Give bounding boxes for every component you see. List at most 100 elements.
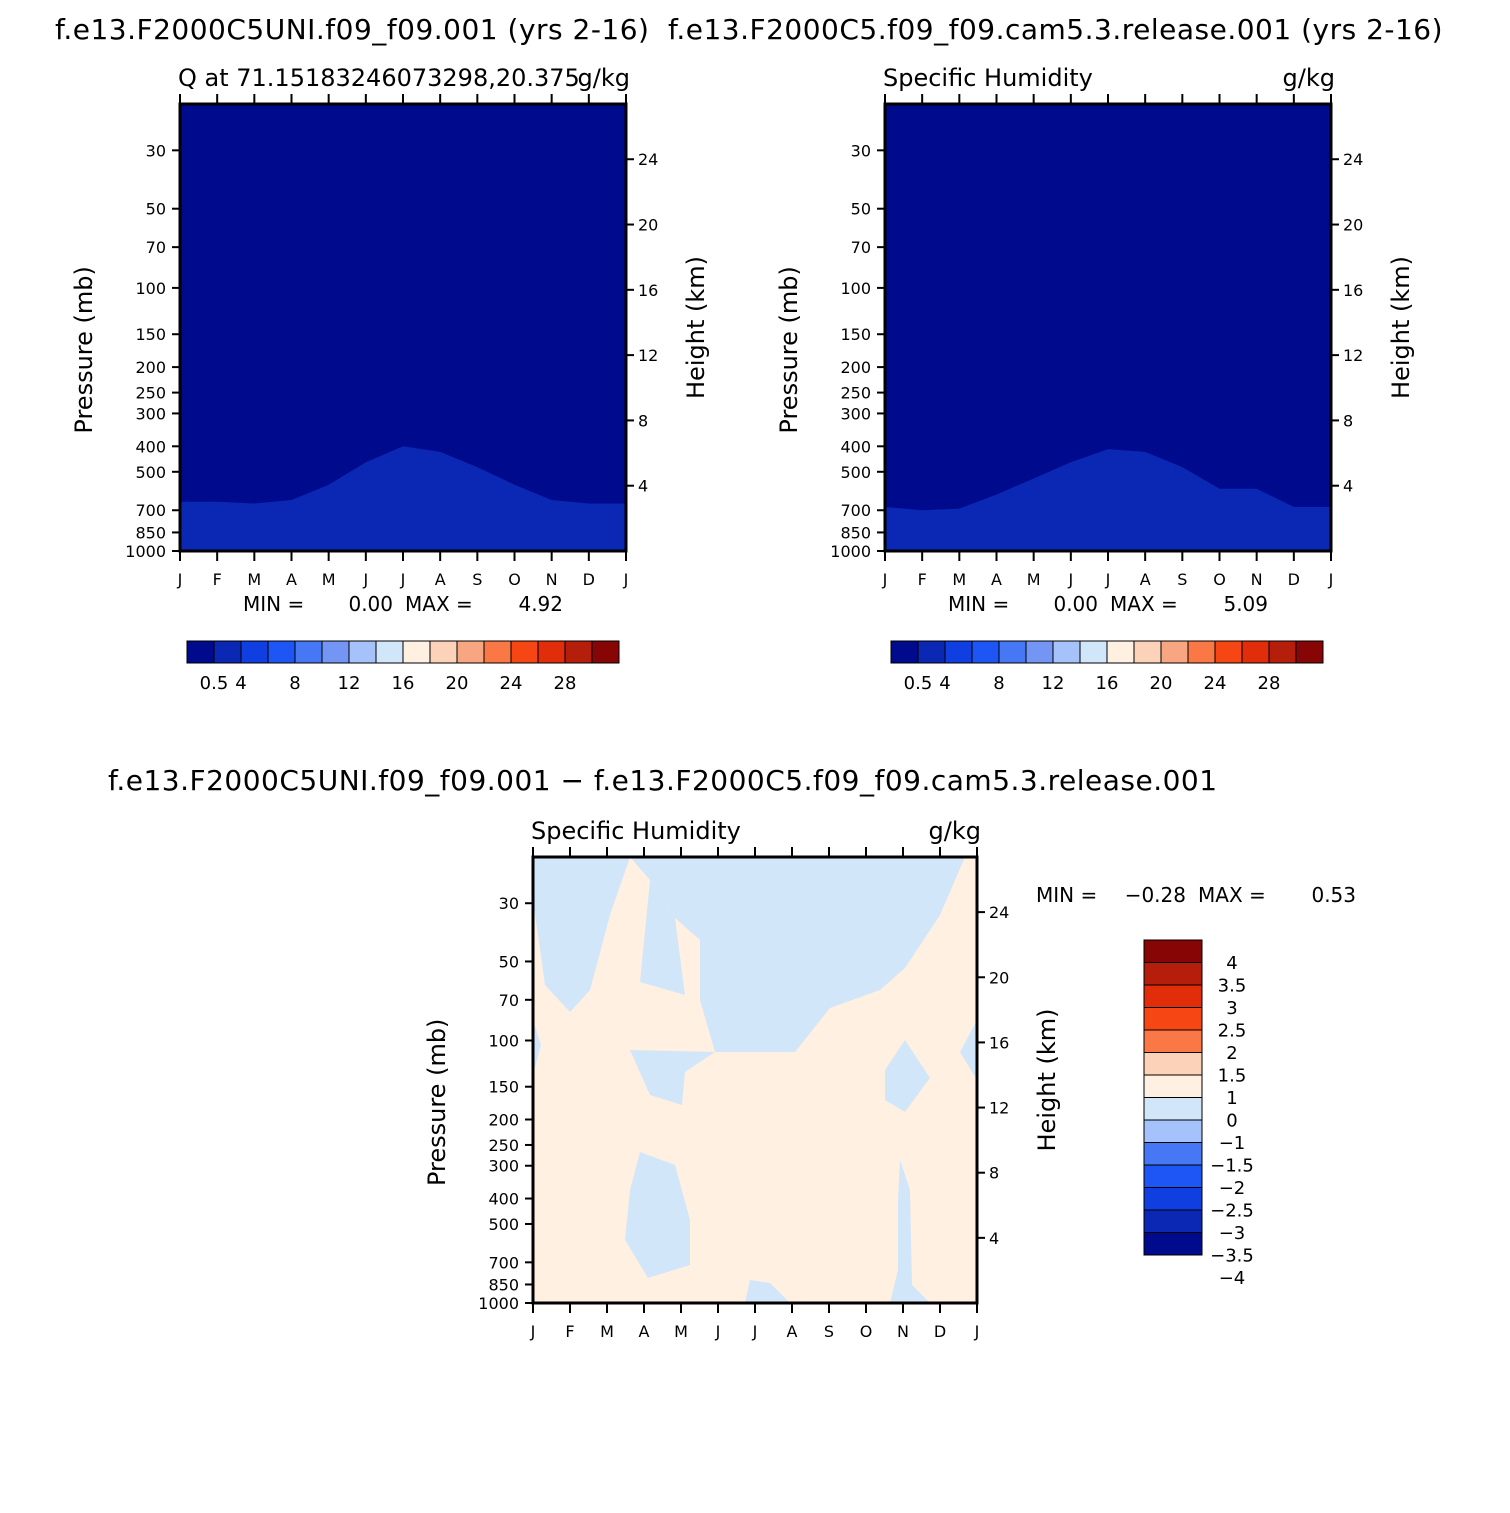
colorbar-swatch	[1143, 962, 1203, 986]
month-tick-label: A	[639, 1322, 650, 1341]
max-label: MAX =	[1110, 592, 1178, 616]
min-value: −0.28	[1125, 883, 1186, 907]
month-tick-label: O	[508, 570, 521, 589]
contour-band-negative	[533, 1020, 541, 1075]
colorbar-swatch	[1106, 640, 1135, 664]
month-tick-label: J	[974, 1322, 980, 1341]
pressure-tick-label: 300	[488, 1157, 519, 1176]
colorbar-label: 4	[939, 673, 950, 694]
pressure-tick-label: 500	[488, 1215, 519, 1234]
colorbar-swatch	[537, 640, 566, 664]
pressure-tick-label: 250	[135, 384, 166, 403]
max-value: 0.53	[1311, 883, 1356, 907]
pressure-tick-label: 30	[146, 141, 166, 160]
min-label: MIN =	[243, 592, 304, 616]
month-tick-label: A	[1140, 570, 1151, 589]
month-tick-label: S	[472, 570, 482, 589]
colorbar-label: −3.5	[1210, 1246, 1254, 1267]
colorbar-swatch	[1295, 640, 1324, 664]
contour-fill	[885, 104, 1331, 551]
month-tick-label: J	[362, 570, 368, 589]
colorbar-swatch	[591, 640, 620, 664]
month-tick-label: M	[322, 570, 336, 589]
colorbar-swatch	[240, 640, 269, 664]
height-axis-label: Height (km)	[1387, 256, 1415, 399]
contour-band-negative	[960, 1020, 977, 1080]
month-tick-label: M	[247, 570, 261, 589]
colorbar-swatch	[998, 640, 1027, 664]
colorbar-swatch	[267, 640, 296, 664]
colorbar-swatch	[1268, 640, 1297, 664]
max-label: MAX =	[405, 592, 473, 616]
height-tick-label: 12	[989, 1099, 1009, 1118]
colorbar-swatch	[1143, 1187, 1203, 1211]
month-tick-label: J	[882, 570, 888, 589]
colorbar-swatch	[971, 640, 1000, 664]
height-tick-label: 16	[989, 1033, 1009, 1052]
colorbar-swatch	[1133, 640, 1162, 664]
min-label: MIN =	[1036, 883, 1097, 907]
height-tick-label: 8	[638, 411, 648, 430]
pressure-tick-label: 1000	[478, 1294, 519, 1313]
pressure-tick-label: 50	[851, 200, 871, 219]
colorbar-label: 0	[1226, 1111, 1237, 1132]
pressure-tick-label: 100	[840, 279, 871, 298]
month-tick-label: S	[1177, 570, 1187, 589]
panel-difference: 3050701001502002503004005007008501000242…	[423, 817, 1356, 1341]
plot-units: g/kg	[578, 64, 630, 92]
contour-band-negative	[630, 1050, 715, 1105]
pressure-tick-label: 30	[851, 141, 871, 160]
pressure-tick-label: 400	[840, 437, 871, 456]
height-tick-label: 8	[989, 1164, 999, 1183]
colorbar-swatch	[321, 640, 350, 664]
contour-fill	[533, 857, 977, 1303]
colorbar-swatch	[1079, 640, 1108, 664]
colorbar-swatch	[1143, 1052, 1203, 1076]
month-tick-label: A	[991, 570, 1002, 589]
colorbar-label: 3.5	[1218, 976, 1247, 997]
colorbar-swatch	[186, 640, 215, 664]
height-tick-label: 24	[989, 903, 1009, 922]
month-tick-label: J	[715, 1322, 721, 1341]
contour-band-negative	[885, 1040, 930, 1112]
pressure-tick-label: 700	[135, 501, 166, 520]
month-tick-label: A	[787, 1322, 798, 1341]
month-tick-label: F	[565, 1322, 574, 1341]
colorbar-label: −3	[1219, 1223, 1246, 1244]
colorbar-swatch	[1143, 1097, 1203, 1121]
height-tick-label: 12	[1343, 346, 1363, 365]
plot-title: Specific Humidity	[531, 817, 741, 845]
colorbar-swatch	[1187, 640, 1216, 664]
colorbar-swatch	[510, 640, 539, 664]
pressure-axis-label: Pressure (mb)	[775, 266, 803, 433]
month-tick-label: J	[1067, 570, 1073, 589]
colorbar-swatch	[456, 640, 485, 664]
plot-title: Specific Humidity	[883, 64, 1093, 92]
month-tick-label: J	[623, 570, 629, 589]
pressure-tick-label: 200	[135, 358, 166, 377]
month-tick-label: O	[860, 1322, 873, 1341]
min-value: 0.00	[348, 592, 393, 616]
pressure-tick-label: 50	[499, 952, 519, 971]
month-tick-label: F	[918, 570, 927, 589]
pressure-tick-label: 70	[146, 238, 166, 257]
height-tick-label: 8	[1343, 411, 1353, 430]
colorbar-swatch	[917, 640, 946, 664]
contour-band-negative	[745, 1280, 790, 1303]
max-label: MAX =	[1198, 883, 1266, 907]
month-tick-label: A	[435, 570, 446, 589]
pressure-tick-label: 70	[851, 238, 871, 257]
pressure-tick-label: 700	[488, 1253, 519, 1272]
height-tick-label: 16	[638, 281, 658, 300]
pressure-tick-label: 500	[135, 463, 166, 482]
pressure-tick-label: 850	[488, 1275, 519, 1294]
colorbar-swatch	[1143, 1142, 1203, 1166]
month-tick-label: M	[600, 1322, 614, 1341]
colorbar-label: 4	[1226, 953, 1237, 974]
colorbar-swatch	[1143, 1074, 1203, 1098]
pressure-tick-label: 30	[499, 894, 519, 913]
case-title-left: f.e13.F2000C5UNI.f09_f09.001 (yrs 2-16)	[55, 13, 649, 46]
colorbar-label: 16	[392, 673, 415, 694]
pressure-tick-label: 100	[135, 279, 166, 298]
colorbar-label: −1.5	[1210, 1156, 1254, 1177]
